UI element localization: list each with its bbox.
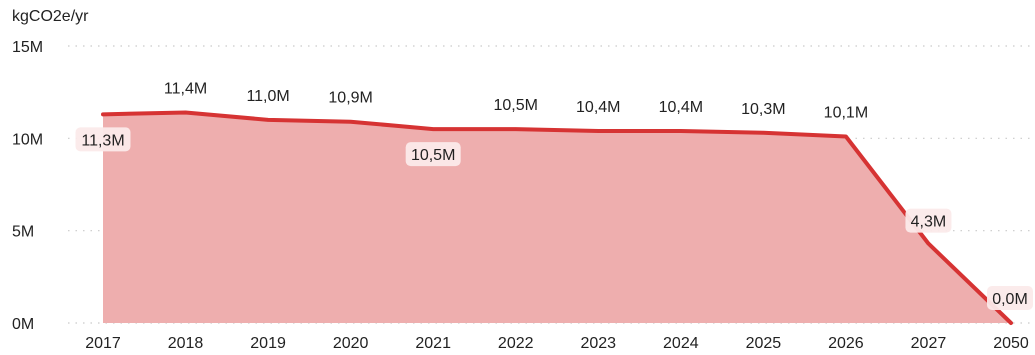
data-label: 0,0M (992, 291, 1028, 308)
data-label: 10,9M (328, 90, 372, 107)
data-point (349, 120, 352, 123)
data-point (845, 135, 847, 138)
data-label-box (75, 127, 131, 152)
data-point (184, 111, 187, 114)
data-label: 4,3M (911, 214, 947, 231)
data-label: 10,1M (824, 104, 868, 121)
data-point (680, 130, 682, 132)
y-tick-label: 5M (12, 224, 34, 241)
data-point (597, 130, 600, 132)
data-point (927, 242, 930, 245)
x-tick-label: 2050 (993, 335, 1029, 352)
x-tick-label: 2018 (168, 335, 204, 352)
data-label: 10,4M (576, 99, 620, 116)
data-label: 11,0M (246, 88, 289, 105)
x-tick-label: 2019 (250, 335, 286, 352)
data-label: 11,4M (164, 80, 207, 97)
data-point (102, 113, 104, 116)
area-layer (101, 110, 1013, 325)
data-point (514, 128, 517, 130)
data-label-box (905, 208, 952, 233)
x-tick-label: 2023 (580, 335, 616, 352)
x-tick-label: 2024 (663, 335, 699, 352)
x-tick-label: 2027 (911, 335, 947, 352)
x-axis-ticks: 2017 2018 2019 2020 2021 2022 2023 2024 2025 2026… (85, 335, 1029, 352)
data-label-box (987, 286, 1033, 310)
y-axis-unit-label: kgCO2e/yr (12, 8, 89, 25)
data-point (1010, 322, 1012, 324)
data-label: 11,3M (81, 132, 124, 149)
area-fill (103, 112, 1011, 323)
data-label: 10,4M (659, 99, 703, 116)
x-tick-label: 2026 (828, 335, 864, 352)
data-point (432, 128, 434, 130)
y-axis-ticks: 0M 5M 10M 15M (12, 39, 43, 333)
data-label-box (405, 142, 461, 167)
y-tick-label: 0M (12, 316, 34, 333)
x-tick-label: 2020 (333, 335, 369, 352)
x-tick-label: 2025 (746, 335, 782, 352)
data-label: 10,3M (741, 101, 785, 118)
data-label: 10,5M (493, 97, 537, 114)
y-tick-label: 15M (12, 39, 43, 56)
y-tick-label: 10M (12, 131, 43, 148)
data-point (267, 119, 269, 121)
x-tick-label: 2022 (498, 335, 534, 352)
x-tick-label: 2017 (85, 335, 121, 352)
data-labels: 11,3M 11,4M 11,0M 10,9M 10,5M 10,5M 10,4M 10,4M… (75, 80, 1033, 310)
x-tick-label: 2021 (415, 335, 451, 352)
data-label: 10,5M (411, 147, 455, 164)
data-point (762, 131, 765, 134)
series-line (101, 110, 1013, 325)
